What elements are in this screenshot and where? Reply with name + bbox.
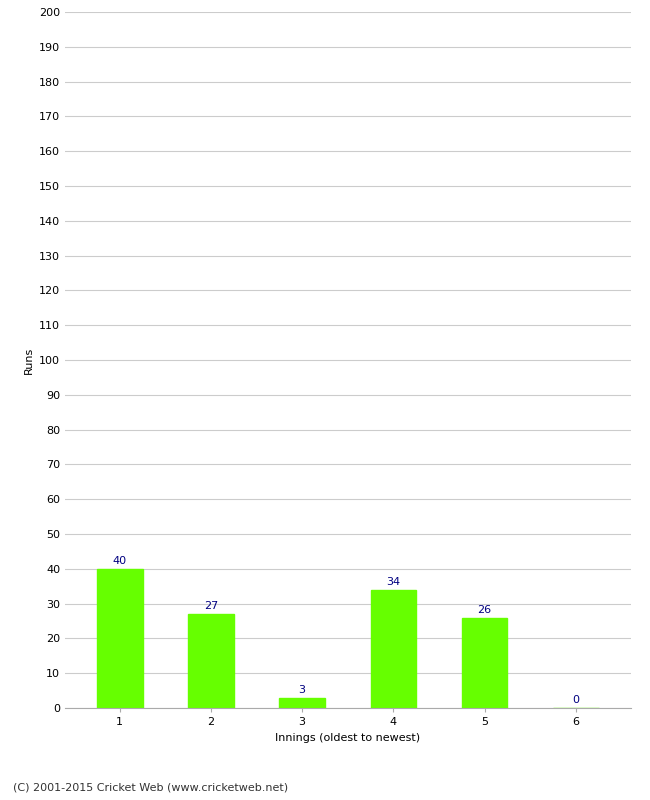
Bar bbox=[188, 614, 234, 708]
Text: 3: 3 bbox=[298, 685, 306, 694]
Y-axis label: Runs: Runs bbox=[23, 346, 33, 374]
Bar bbox=[462, 618, 508, 708]
Text: 0: 0 bbox=[572, 695, 579, 706]
Text: 40: 40 bbox=[112, 556, 127, 566]
Bar bbox=[97, 569, 142, 708]
Bar bbox=[280, 698, 325, 708]
X-axis label: Innings (oldest to newest): Innings (oldest to newest) bbox=[275, 733, 421, 742]
Bar bbox=[370, 590, 416, 708]
Text: 26: 26 bbox=[478, 605, 491, 614]
Text: 27: 27 bbox=[204, 602, 218, 611]
Text: (C) 2001-2015 Cricket Web (www.cricketweb.net): (C) 2001-2015 Cricket Web (www.cricketwe… bbox=[13, 782, 288, 792]
Text: 34: 34 bbox=[386, 577, 400, 587]
